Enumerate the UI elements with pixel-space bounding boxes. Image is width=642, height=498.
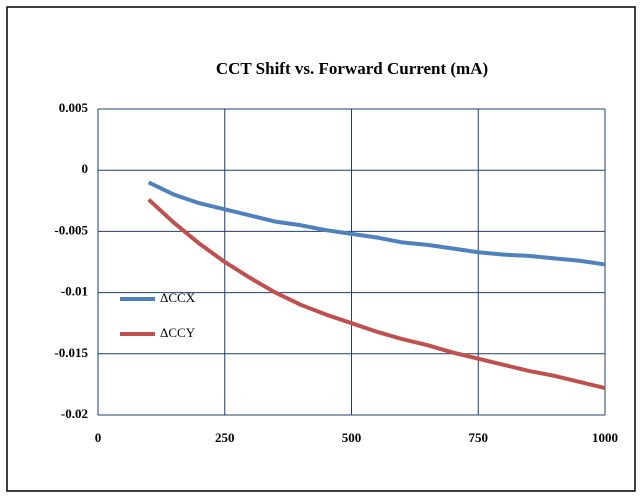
y-tick-label: -0.02	[61, 406, 88, 421]
x-tick-label: 250	[215, 430, 235, 445]
y-tick-label: -0.005	[54, 222, 88, 237]
chart-title: CCT Shift vs. Forward Current (mA)	[216, 59, 488, 78]
x-tick-label: 750	[469, 430, 489, 445]
legend-label: ΔCCX	[160, 290, 196, 305]
y-tick-label: -0.01	[61, 284, 88, 299]
x-tick-label: 0	[95, 430, 102, 445]
y-tick-label: 0.005	[59, 100, 89, 115]
y-tick-label: -0.015	[54, 345, 88, 360]
x-tick-label: 500	[342, 430, 362, 445]
legend-label: ΔCCY	[160, 325, 196, 340]
series-line	[147, 198, 606, 391]
chart-frame	[6, 6, 636, 492]
x-tick-label: 1000	[592, 430, 618, 445]
y-tick-label: 0	[82, 161, 89, 176]
series-line	[147, 180, 606, 267]
